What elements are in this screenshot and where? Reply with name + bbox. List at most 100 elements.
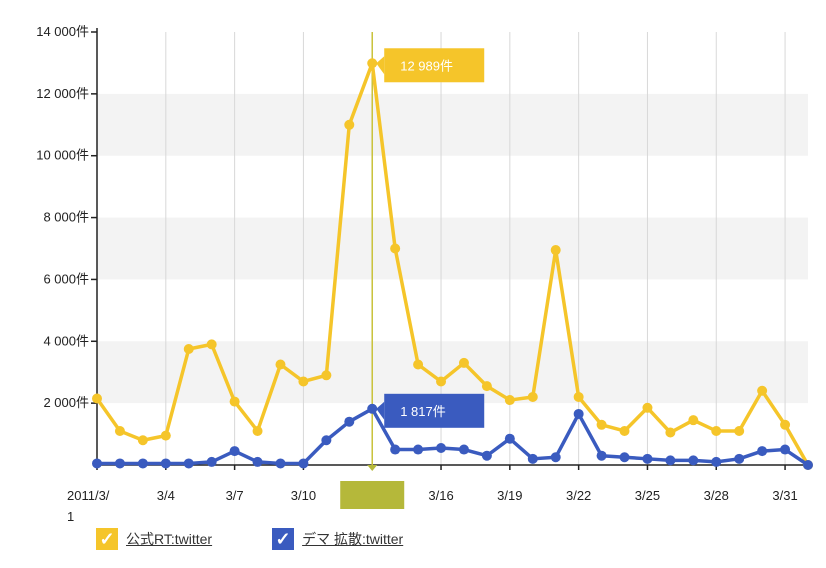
highlight-badge <box>340 481 405 509</box>
legend-item-official-rt[interactable]: ✓ 公式RT:twitter <box>96 528 212 550</box>
data-point <box>367 403 378 414</box>
data-point <box>183 458 194 469</box>
data-point <box>550 452 561 463</box>
data-point <box>92 458 102 469</box>
checkbox-checked-icon[interactable]: ✓ <box>272 528 295 550</box>
data-point <box>619 452 630 463</box>
data-point <box>275 359 286 370</box>
x-tick-label: 3/22 <box>566 488 591 503</box>
data-point <box>321 435 332 446</box>
data-point <box>665 455 676 466</box>
tooltip-label: 12 989件 <box>400 58 453 73</box>
tooltip-pointer <box>376 56 385 75</box>
x-tick-label: 3/31 <box>772 488 797 503</box>
data-point <box>413 444 424 455</box>
data-point <box>504 395 515 406</box>
data-point <box>734 453 745 464</box>
data-point <box>206 456 217 467</box>
data-point <box>780 444 791 455</box>
data-point <box>114 425 125 436</box>
data-point <box>114 458 125 469</box>
data-point <box>803 460 813 470</box>
tooltips: 12 989件 1 817件 <box>376 48 485 428</box>
data-point <box>229 446 240 457</box>
data-point <box>481 450 492 461</box>
x-tick-label: 3/7 <box>226 488 244 503</box>
data-point <box>183 344 194 355</box>
data-point <box>688 455 699 466</box>
data-point <box>596 450 607 461</box>
data-point <box>619 425 630 436</box>
data-point <box>298 376 309 387</box>
data-point <box>321 370 332 381</box>
y-tick-label: 14 000件 <box>36 24 89 39</box>
data-point <box>390 243 401 254</box>
data-point <box>642 402 653 413</box>
y-tick-label: 10 000件 <box>36 148 89 163</box>
legend-label[interactable]: 公式RT:twitter <box>126 531 213 547</box>
tooltip-pointer <box>376 401 385 420</box>
y-tick-label: 6 000件 <box>43 271 89 286</box>
data-point <box>481 381 492 392</box>
y-axis-ticks: 2 000件 4 000件 6 000件 8 000件 10 000件 12 000件 14… <box>36 24 97 410</box>
y-tick-label: 4 000件 <box>43 333 89 348</box>
x-tick-label: 3/4 <box>157 488 175 503</box>
data-point <box>688 415 699 426</box>
data-point <box>458 444 469 455</box>
x-tick-label: 3/16 <box>428 488 453 503</box>
data-point <box>458 357 469 368</box>
data-point <box>436 442 447 453</box>
data-point <box>711 456 722 467</box>
legend-label[interactable]: デマ 拡散:twitter <box>302 531 404 547</box>
data-point <box>367 58 378 69</box>
data-point <box>252 425 263 436</box>
x-tick-label: 3/19 <box>497 488 522 503</box>
x-axis-ticks: 2011/3/13/43/73/103/133/163/193/223/253/… <box>67 465 798 524</box>
data-point <box>527 453 538 464</box>
y-tick-label: 8 000件 <box>43 210 89 225</box>
background-bands <box>97 93 808 404</box>
data-point <box>711 425 722 436</box>
checkbox-checked-icon[interactable]: ✓ <box>96 528 118 550</box>
data-point <box>734 425 745 436</box>
grid-band <box>97 93 808 156</box>
data-point <box>344 119 355 130</box>
vertical-gridlines <box>96 32 786 465</box>
x-tick-label: 3/28 <box>704 488 729 503</box>
series-1 <box>92 403 813 470</box>
data-point <box>160 430 171 441</box>
data-point <box>642 453 653 464</box>
data-point <box>160 458 171 469</box>
y-tick-label: 12 000件 <box>36 86 89 101</box>
tooltip-box <box>384 393 485 428</box>
tooltip-box <box>384 48 485 83</box>
data-point <box>413 359 424 370</box>
data-point <box>137 435 148 446</box>
series-layer <box>92 58 813 470</box>
highlight-pointer <box>367 465 378 471</box>
data-point <box>252 456 263 467</box>
data-point <box>527 391 538 402</box>
data-point <box>550 245 561 256</box>
data-point <box>573 408 584 419</box>
x-tick-label: 3/10 <box>291 488 316 503</box>
grid-band <box>97 217 808 280</box>
data-point <box>344 416 355 427</box>
highlight-marker <box>340 32 405 509</box>
data-point <box>780 419 791 430</box>
y-tick-label: 2 000件 <box>43 395 89 410</box>
data-point <box>573 391 584 402</box>
data-point <box>390 444 401 455</box>
legend: ✓ 公式RT:twitter ✓ デマ 拡散:twitter <box>96 528 403 550</box>
data-point <box>229 396 240 407</box>
data-point <box>275 458 286 469</box>
x-tick-label: 3/25 <box>635 488 660 503</box>
data-point <box>757 385 768 396</box>
legend-item-dema[interactable]: ✓ デマ 拡散:twitter <box>272 528 403 550</box>
tooltip-label: 1 817件 <box>400 404 446 419</box>
data-point <box>504 433 515 444</box>
data-point <box>596 419 607 430</box>
data-point <box>665 427 676 438</box>
data-point <box>436 376 447 387</box>
